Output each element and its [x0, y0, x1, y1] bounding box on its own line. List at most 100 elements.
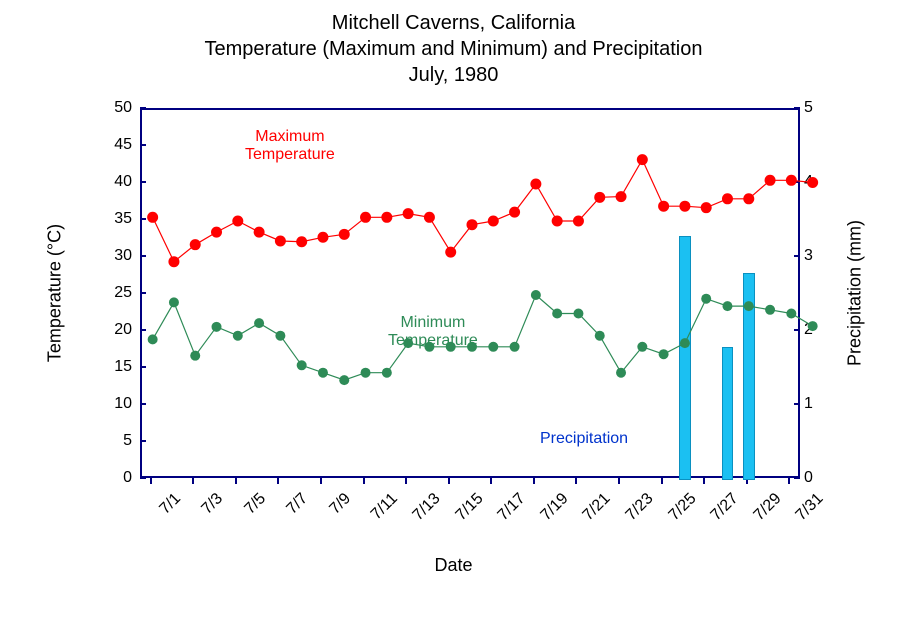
x-tick-label: 7/13 [410, 490, 445, 525]
min-temp-marker [382, 368, 392, 378]
x-tick-label: 7/3 [199, 490, 227, 518]
max-temp-marker [147, 212, 158, 223]
max-temp-marker [424, 212, 435, 223]
min-temp-marker [212, 322, 222, 332]
y-left-tick-label: 35 [92, 210, 132, 228]
min-temp-marker [510, 342, 520, 352]
min-temp-marker [190, 351, 200, 361]
y-left-tick-label: 0 [92, 469, 132, 487]
min-temp-marker [488, 342, 498, 352]
min-temp-marker [786, 309, 796, 319]
max-temp-marker [637, 154, 648, 165]
y-left-ticks: 05101520253035404550 [0, 108, 132, 478]
max-temp-line [153, 160, 813, 262]
max-temp-marker [339, 229, 350, 240]
max-temp-marker [765, 175, 776, 186]
min-temp-marker [616, 368, 626, 378]
y-left-tick-label: 40 [92, 173, 132, 191]
max-temp-marker [786, 175, 797, 186]
x-tick-label: 7/21 [580, 490, 615, 525]
series-label-max-temp: Maximum Temperature [245, 128, 335, 164]
y-right-tick-label: 5 [804, 99, 834, 117]
x-tick-label: 7/9 [326, 490, 354, 518]
y-left-tick-label: 30 [92, 247, 132, 265]
y-left-tick-label: 25 [92, 284, 132, 302]
max-temp-marker [616, 191, 627, 202]
min-temp-marker [680, 338, 690, 348]
max-temp-marker [509, 207, 520, 218]
max-temp-marker [168, 256, 179, 267]
y-left-tick-label: 20 [92, 321, 132, 339]
max-temp-marker [658, 201, 669, 212]
max-temp-marker [552, 216, 563, 227]
y-left-tick-label: 5 [92, 432, 132, 450]
x-tick-label: 7/19 [537, 490, 572, 525]
max-temp-marker [743, 193, 754, 204]
max-temp-marker [254, 227, 265, 238]
chart-container: Mitchell Caverns, California Temperature… [0, 0, 907, 623]
min-temp-marker [808, 321, 818, 331]
x-axis-title: Date [0, 555, 907, 576]
title-line-3: July, 1980 [0, 62, 907, 88]
min-temp-marker [552, 309, 562, 319]
x-tick-label: 7/17 [495, 490, 530, 525]
min-temp-marker [148, 334, 158, 344]
max-temp-marker [488, 216, 499, 227]
max-temp-marker [381, 212, 392, 223]
x-tick-label: 7/7 [284, 490, 312, 518]
x-tick-label: 7/23 [623, 490, 658, 525]
min-temp-marker [254, 318, 264, 328]
max-temp-marker [679, 201, 690, 212]
min-temp-marker [595, 331, 605, 341]
min-temp-marker [339, 375, 349, 385]
max-temp-marker [594, 192, 605, 203]
max-temp-marker [701, 202, 712, 213]
min-temp-marker [361, 368, 371, 378]
max-temp-marker [722, 193, 733, 204]
x-tick-label: 7/5 [241, 490, 269, 518]
min-temp-marker [275, 331, 285, 341]
x-tick-label: 7/29 [750, 490, 785, 525]
max-temp-marker [445, 247, 456, 258]
max-temp-marker [275, 235, 286, 246]
max-temp-marker [403, 208, 414, 219]
series-label-min-temp: Minimum Temperature [388, 314, 478, 350]
max-temp-marker [190, 239, 201, 250]
min-temp-marker [701, 294, 711, 304]
max-temp-marker [360, 212, 371, 223]
max-temp-marker [296, 236, 307, 247]
x-tick-label: 7/11 [367, 490, 401, 524]
min-temp-marker [637, 342, 647, 352]
min-temp-marker [318, 368, 328, 378]
max-temp-marker [573, 216, 584, 227]
y-left-tick-label: 15 [92, 358, 132, 376]
y-left-tick-label: 45 [92, 136, 132, 154]
min-temp-marker [169, 297, 179, 307]
x-tick-label: 7/31 [793, 490, 828, 525]
title-line-1: Mitchell Caverns, California [0, 10, 907, 36]
max-temp-marker [232, 216, 243, 227]
x-tick-label: 7/15 [452, 490, 487, 525]
min-temp-marker [659, 349, 669, 359]
max-temp-marker [530, 179, 541, 190]
y-right-ticks: 012345 [804, 108, 854, 478]
min-temp-marker [573, 309, 583, 319]
series-label-precipitation: Precipitation [540, 430, 628, 448]
min-temp-line [153, 295, 813, 380]
min-temp-marker [722, 301, 732, 311]
y-left-tick-label: 10 [92, 395, 132, 413]
min-temp-marker [744, 301, 754, 311]
max-temp-marker [467, 219, 478, 230]
min-temp-marker [531, 290, 541, 300]
y-left-tick-label: 50 [92, 99, 132, 117]
y-right-tick-label: 0 [804, 469, 834, 487]
chart-title: Mitchell Caverns, California Temperature… [0, 10, 907, 88]
line-layer [142, 110, 802, 480]
y-right-tick-label: 3 [804, 247, 834, 265]
x-tick-label: 7/25 [665, 490, 700, 525]
plot-area [140, 108, 800, 478]
min-temp-marker [233, 331, 243, 341]
title-line-2: Temperature (Maximum and Minimum) and Pr… [0, 36, 907, 62]
x-tick-label: 7/1 [156, 490, 184, 518]
min-temp-marker [297, 360, 307, 370]
